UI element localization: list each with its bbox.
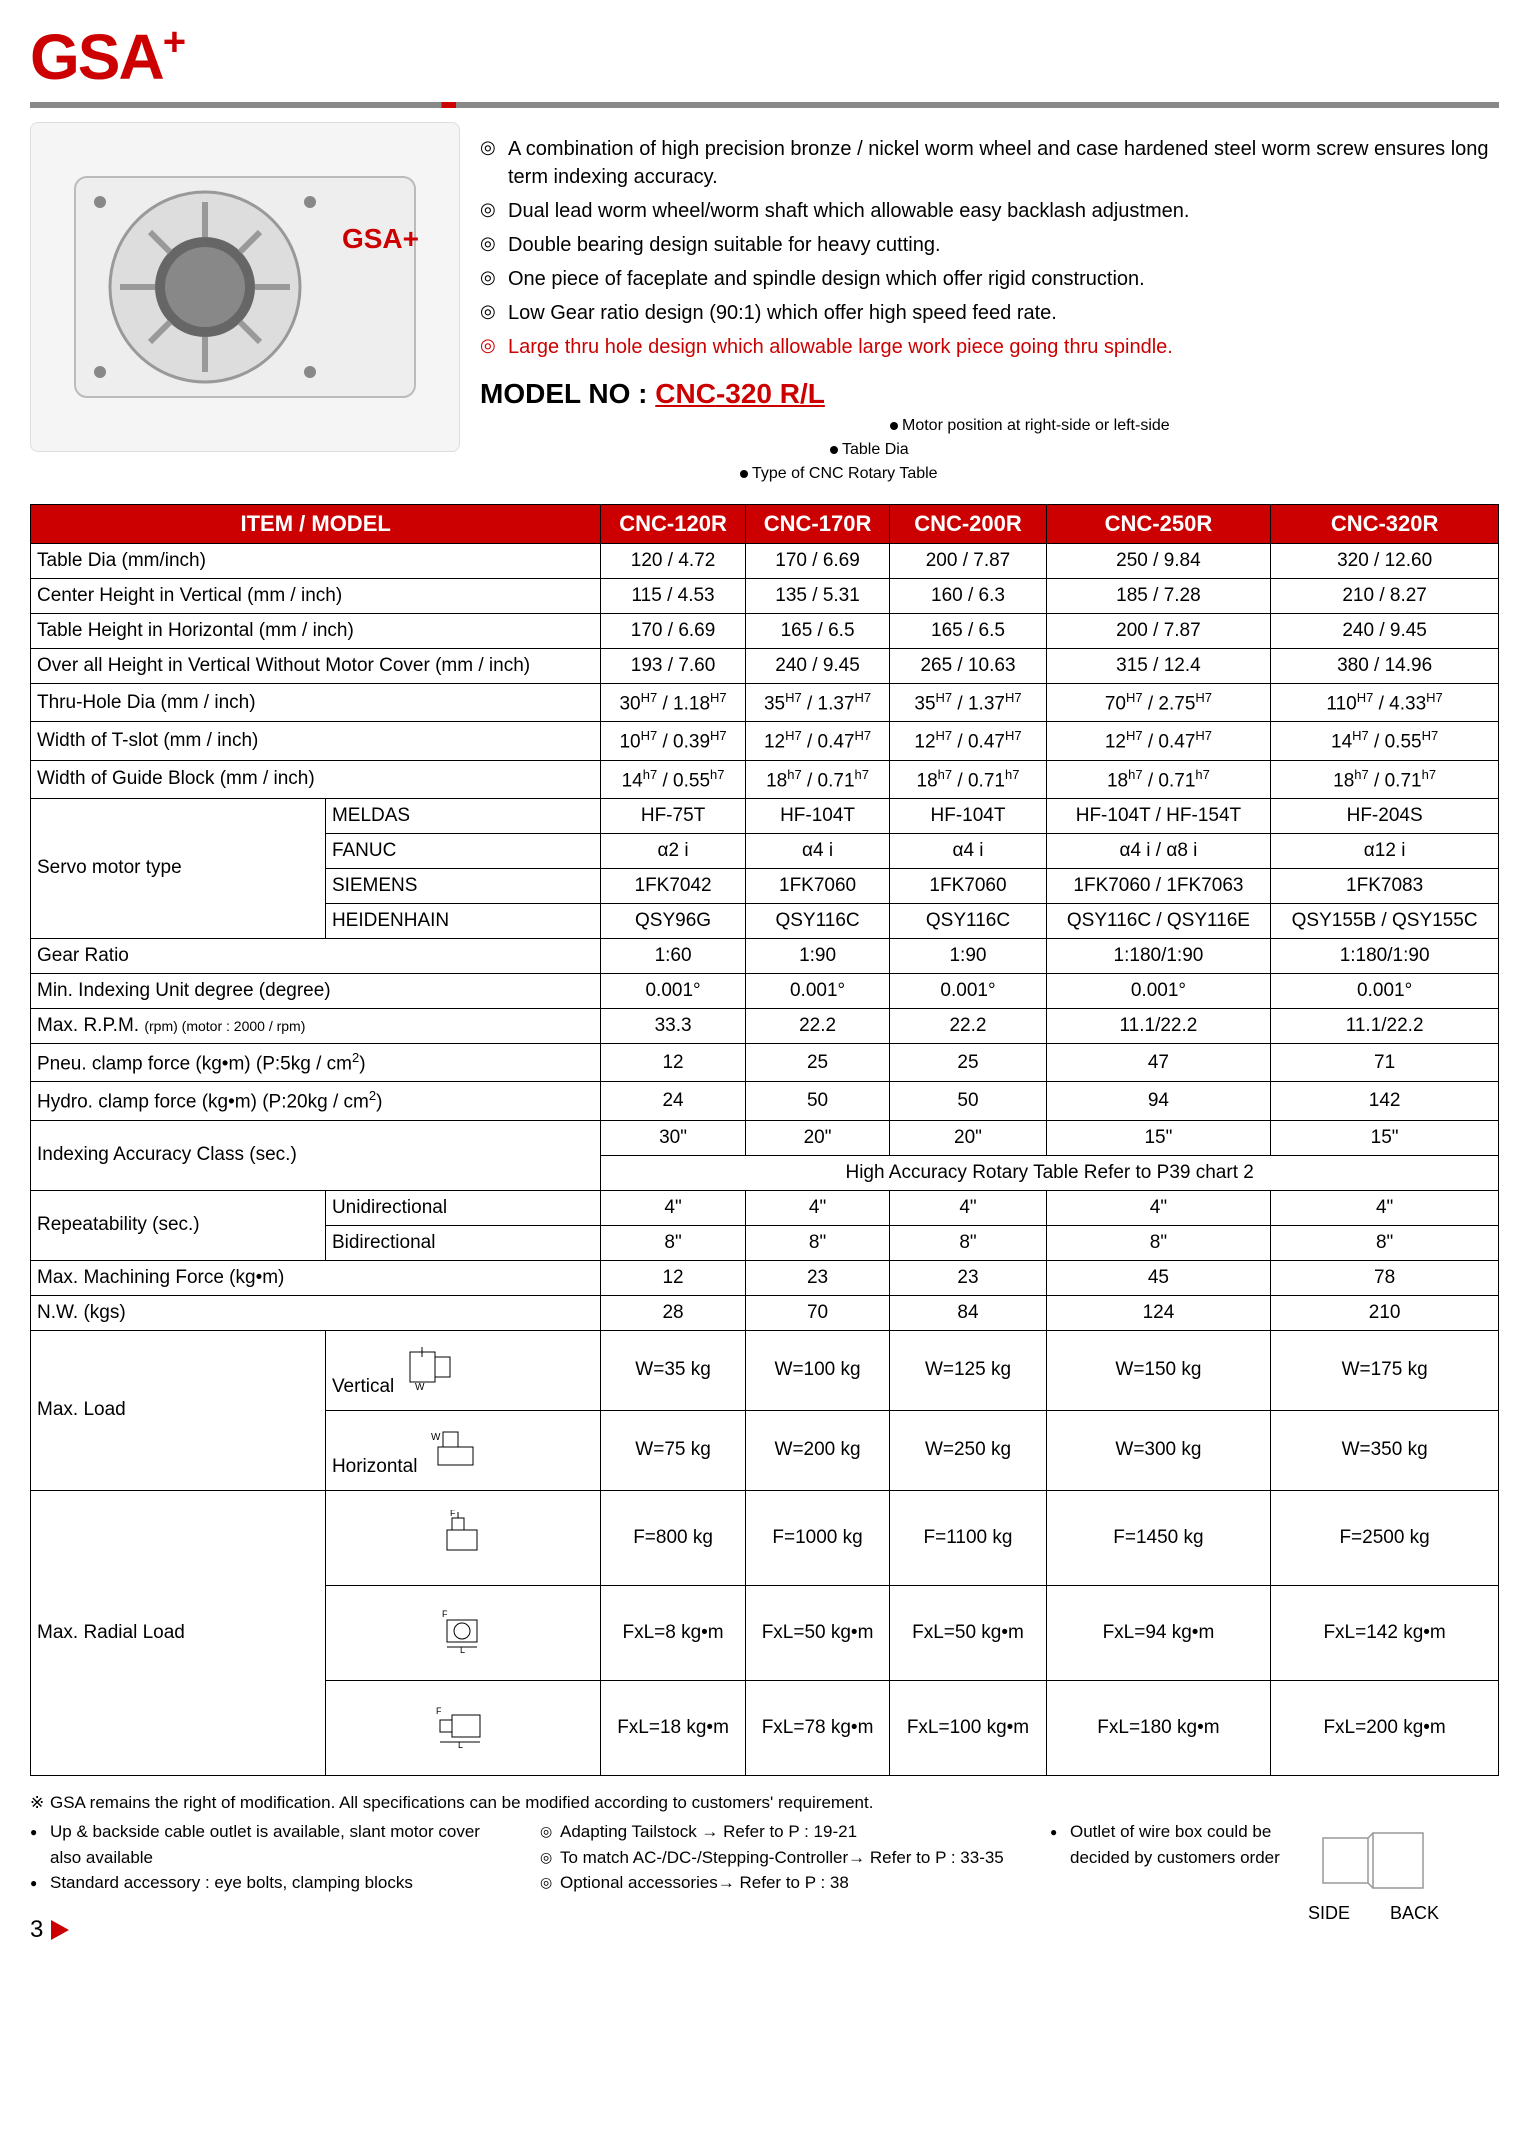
svg-text:W: W bbox=[415, 1382, 425, 1392]
page-number: 3 bbox=[30, 1916, 1499, 1944]
model-callouts: Motor position at right-side or left-sid… bbox=[680, 414, 1499, 486]
product-brand-label: GSA+ bbox=[342, 223, 419, 255]
svg-text:L: L bbox=[460, 1645, 465, 1655]
feature-bullet: Double bearing design suitable for heavy… bbox=[480, 228, 1499, 262]
feature-bullets: A combination of high precision bronze /… bbox=[480, 122, 1499, 486]
feature-bullet: One piece of faceplate and spindle desig… bbox=[480, 262, 1499, 296]
feature-bullet: Large thru hole design which allowable l… bbox=[480, 330, 1499, 364]
feature-bullet: Dual lead worm wheel/worm shaft which al… bbox=[480, 194, 1499, 228]
spec-table: ITEM / MODELCNC-120RCNC-170RCNC-200RCNC-… bbox=[30, 504, 1499, 1776]
divider bbox=[30, 102, 1499, 108]
product-image: GSA+ bbox=[30, 122, 460, 452]
feature-bullet: Low Gear ratio design (90:1) which offer… bbox=[480, 296, 1499, 330]
feature-bullet: A combination of high precision bronze /… bbox=[480, 132, 1499, 194]
footer-notes: GSA remains the right of modification. A… bbox=[30, 1790, 1499, 1896]
svg-text:W: W bbox=[431, 1432, 441, 1443]
svg-text:F: F bbox=[450, 1510, 456, 1518]
svg-text:L: L bbox=[458, 1740, 463, 1750]
orientation-labels: SIDE BACK bbox=[1308, 1818, 1439, 1924]
svg-text:F: F bbox=[436, 1706, 442, 1716]
model-number: MODEL NO : CNC-320 R/L bbox=[480, 378, 1499, 410]
svg-text:F: F bbox=[442, 1609, 448, 1619]
logo: GSA+ bbox=[30, 20, 1499, 94]
